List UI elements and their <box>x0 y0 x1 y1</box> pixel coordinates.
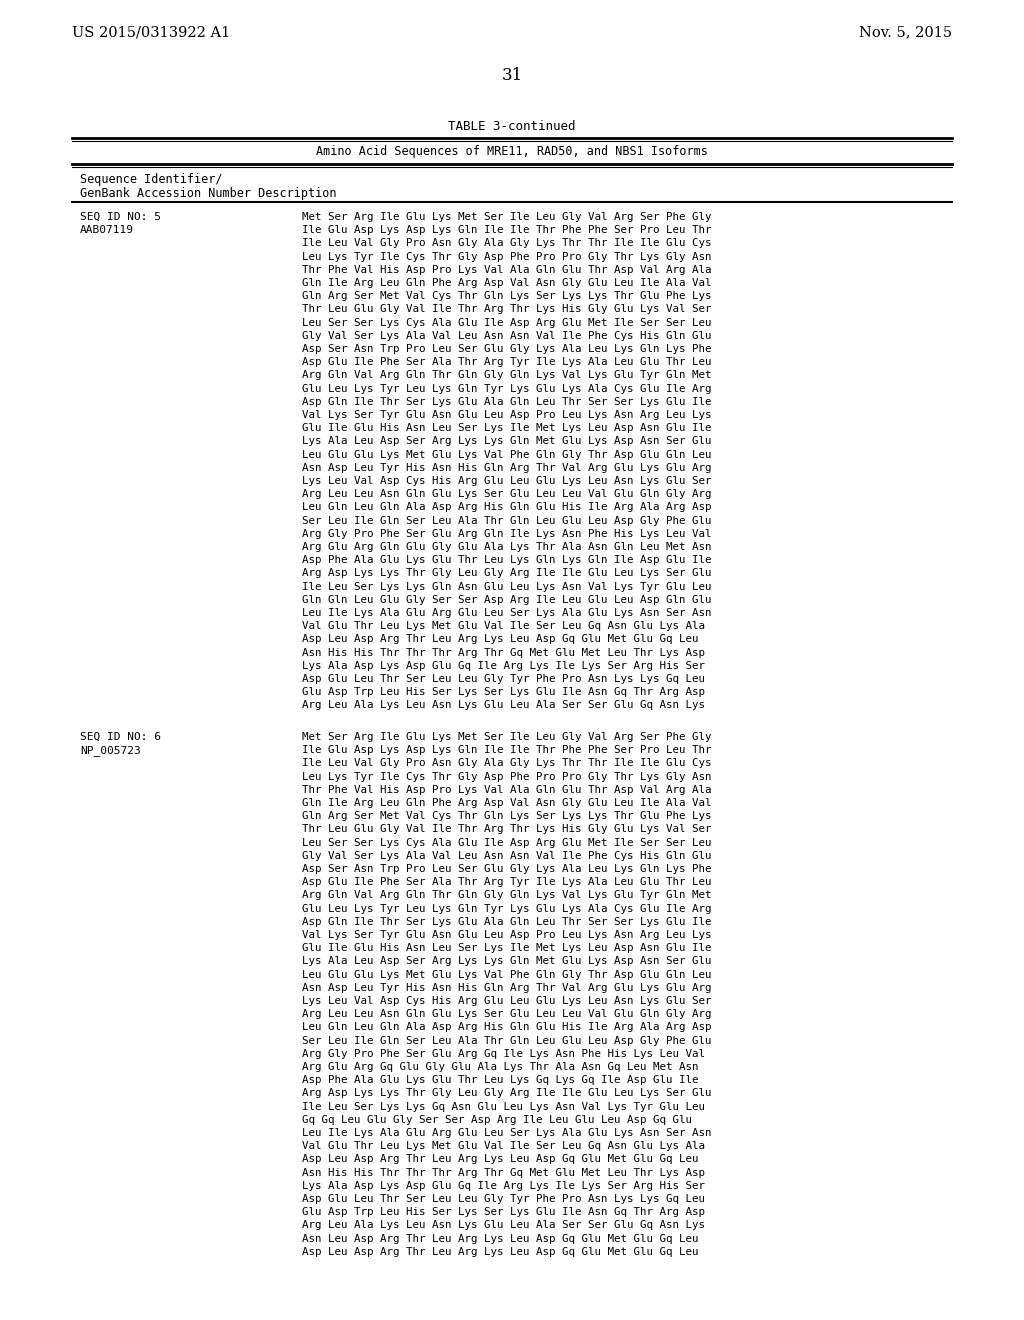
Text: Asp Gln Ile Thr Ser Lys Glu Ala Gln Leu Thr Ser Ser Lys Glu Ile: Asp Gln Ile Thr Ser Lys Glu Ala Gln Leu … <box>302 917 712 927</box>
Text: Arg Leu Leu Asn Gln Glu Lys Ser Glu Leu Leu Val Glu Gln Gly Arg: Arg Leu Leu Asn Gln Glu Lys Ser Glu Leu … <box>302 1010 712 1019</box>
Text: Gly Val Ser Lys Ala Val Leu Asn Asn Val Ile Phe Cys His Gln Glu: Gly Val Ser Lys Ala Val Leu Asn Asn Val … <box>302 851 712 861</box>
Text: Glu Leu Lys Tyr Leu Lys Gln Tyr Lys Glu Lys Ala Cys Glu Ile Arg: Glu Leu Lys Tyr Leu Lys Gln Tyr Lys Glu … <box>302 904 712 913</box>
Text: TABLE 3-continued: TABLE 3-continued <box>449 120 575 133</box>
Text: Arg Glu Arg Gq Glu Gly Glu Ala Lys Thr Ala Asn Gq Leu Met Asn: Arg Glu Arg Gq Glu Gly Glu Ala Lys Thr A… <box>302 1063 698 1072</box>
Text: Arg Leu Leu Asn Gln Glu Lys Ser Glu Leu Leu Val Glu Gln Gly Arg: Arg Leu Leu Asn Gln Glu Lys Ser Glu Leu … <box>302 490 712 499</box>
Text: Val Lys Ser Tyr Glu Asn Glu Leu Asp Pro Leu Lys Asn Arg Leu Lys: Val Lys Ser Tyr Glu Asn Glu Leu Asp Pro … <box>302 411 712 420</box>
Text: Arg Gln Val Arg Gln Thr Gln Gly Gln Lys Val Lys Glu Tyr Gln Met: Arg Gln Val Arg Gln Thr Gln Gly Gln Lys … <box>302 371 712 380</box>
Text: Gln Arg Ser Met Val Cys Thr Gln Lys Ser Lys Lys Thr Glu Phe Lys: Gln Arg Ser Met Val Cys Thr Gln Lys Ser … <box>302 292 712 301</box>
Text: GenBank Accession Number Description: GenBank Accession Number Description <box>80 187 337 201</box>
Text: Thr Phe Val His Asp Pro Lys Val Ala Gln Glu Thr Asp Val Arg Ala: Thr Phe Val His Asp Pro Lys Val Ala Gln … <box>302 265 712 275</box>
Text: Arg Gly Pro Phe Ser Glu Arg Gq Ile Lys Asn Phe His Lys Leu Val: Arg Gly Pro Phe Ser Glu Arg Gq Ile Lys A… <box>302 1049 705 1059</box>
Text: Gln Ile Arg Leu Gln Phe Arg Asp Val Asn Gly Glu Leu Ile Ala Val: Gln Ile Arg Leu Gln Phe Arg Asp Val Asn … <box>302 279 712 288</box>
Text: Val Glu Thr Leu Lys Met Glu Val Ile Ser Leu Gq Asn Glu Lys Ala: Val Glu Thr Leu Lys Met Glu Val Ile Ser … <box>302 1142 705 1151</box>
Text: Glu Asp Trp Leu His Ser Lys Ser Lys Glu Ile Asn Gq Thr Arg Asp: Glu Asp Trp Leu His Ser Lys Ser Lys Glu … <box>302 688 705 697</box>
Text: Asp Ser Asn Trp Pro Leu Ser Glu Gly Lys Ala Leu Lys Gln Lys Phe: Asp Ser Asn Trp Pro Leu Ser Glu Gly Lys … <box>302 345 712 354</box>
Text: Thr Phe Val His Asp Pro Lys Val Ala Gln Glu Thr Asp Val Arg Ala: Thr Phe Val His Asp Pro Lys Val Ala Gln … <box>302 785 712 795</box>
Text: Arg Glu Arg Gln Glu Gly Glu Ala Lys Thr Ala Asn Gln Leu Met Asn: Arg Glu Arg Gln Glu Gly Glu Ala Lys Thr … <box>302 543 712 552</box>
Text: Asp Phe Ala Glu Lys Glu Thr Leu Lys Gq Lys Gq Ile Asp Glu Ile: Asp Phe Ala Glu Lys Glu Thr Leu Lys Gq L… <box>302 1076 698 1085</box>
Text: Amino Acid Sequences of MRE11, RAD50, and NBS1 Isoforms: Amino Acid Sequences of MRE11, RAD50, an… <box>316 145 708 158</box>
Text: Thr Leu Glu Gly Val Ile Thr Arg Thr Lys His Gly Glu Lys Val Ser: Thr Leu Glu Gly Val Ile Thr Arg Thr Lys … <box>302 825 712 834</box>
Text: Glu Ile Glu His Asn Leu Ser Lys Ile Met Lys Leu Asp Asn Glu Ile: Glu Ile Glu His Asn Leu Ser Lys Ile Met … <box>302 424 712 433</box>
Text: Arg Asp Lys Lys Thr Gly Leu Gly Arg Ile Ile Glu Leu Lys Ser Glu: Arg Asp Lys Lys Thr Gly Leu Gly Arg Ile … <box>302 1089 712 1098</box>
Text: Asp Leu Asp Arg Thr Leu Arg Lys Leu Asp Gq Glu Met Glu Gq Leu: Asp Leu Asp Arg Thr Leu Arg Lys Leu Asp … <box>302 1247 698 1257</box>
Text: Asp Gln Ile Thr Ser Lys Glu Ala Gln Leu Thr Ser Ser Lys Glu Ile: Asp Gln Ile Thr Ser Lys Glu Ala Gln Leu … <box>302 397 712 407</box>
Text: Lys Ala Leu Asp Ser Arg Lys Lys Gln Met Glu Lys Asp Asn Ser Glu: Lys Ala Leu Asp Ser Arg Lys Lys Gln Met … <box>302 437 712 446</box>
Text: Arg Gln Val Arg Gln Thr Gln Gly Gln Lys Val Lys Glu Tyr Gln Met: Arg Gln Val Arg Gln Thr Gln Gly Gln Lys … <box>302 891 712 900</box>
Text: Leu Glu Glu Lys Met Glu Lys Val Phe Gln Gly Thr Asp Glu Gln Leu: Leu Glu Glu Lys Met Glu Lys Val Phe Gln … <box>302 970 712 979</box>
Text: Asn His His Thr Thr Thr Arg Thr Gq Met Glu Met Leu Thr Lys Asp: Asn His His Thr Thr Thr Arg Thr Gq Met G… <box>302 1168 705 1177</box>
Text: Asn Asp Leu Tyr His Asn His Gln Arg Thr Val Arg Glu Lys Glu Arg: Asn Asp Leu Tyr His Asn His Gln Arg Thr … <box>302 463 712 473</box>
Text: Met Ser Arg Ile Glu Lys Met Ser Ile Leu Gly Val Arg Ser Phe Gly: Met Ser Arg Ile Glu Lys Met Ser Ile Leu … <box>302 213 712 222</box>
Text: Asp Glu Leu Thr Ser Leu Leu Gly Tyr Phe Pro Asn Lys Lys Gq Leu: Asp Glu Leu Thr Ser Leu Leu Gly Tyr Phe … <box>302 675 705 684</box>
Text: Leu Ile Lys Ala Glu Arg Glu Leu Ser Lys Ala Glu Lys Asn Ser Asn: Leu Ile Lys Ala Glu Arg Glu Leu Ser Lys … <box>302 609 712 618</box>
Text: Leu Ile Lys Ala Glu Arg Glu Leu Ser Lys Ala Glu Lys Asn Ser Asn: Leu Ile Lys Ala Glu Arg Glu Leu Ser Lys … <box>302 1129 712 1138</box>
Text: Gln Ile Arg Leu Gln Phe Arg Asp Val Asn Gly Glu Leu Ile Ala Val: Gln Ile Arg Leu Gln Phe Arg Asp Val Asn … <box>302 799 712 808</box>
Text: NP_005723: NP_005723 <box>80 746 140 756</box>
Text: AAB07119: AAB07119 <box>80 226 134 235</box>
Text: Asp Leu Asp Arg Thr Leu Arg Lys Leu Asp Gq Glu Met Glu Gq Leu: Asp Leu Asp Arg Thr Leu Arg Lys Leu Asp … <box>302 1155 698 1164</box>
Text: 31: 31 <box>502 67 522 84</box>
Text: Asp Glu Ile Phe Ser Ala Thr Arg Tyr Ile Lys Ala Leu Glu Thr Leu: Asp Glu Ile Phe Ser Ala Thr Arg Tyr Ile … <box>302 878 712 887</box>
Text: Leu Gln Leu Gln Ala Asp Arg His Gln Glu His Ile Arg Ala Arg Asp: Leu Gln Leu Gln Ala Asp Arg His Gln Glu … <box>302 503 712 512</box>
Text: Gln Gln Leu Glu Gly Ser Ser Asp Arg Ile Leu Glu Leu Asp Gln Glu: Gln Gln Leu Glu Gly Ser Ser Asp Arg Ile … <box>302 595 712 605</box>
Text: Asp Phe Ala Glu Lys Glu Thr Leu Lys Gln Lys Gln Ile Asp Glu Ile: Asp Phe Ala Glu Lys Glu Thr Leu Lys Gln … <box>302 556 712 565</box>
Text: Arg Asp Lys Lys Thr Gly Leu Gly Arg Ile Ile Glu Leu Lys Ser Glu: Arg Asp Lys Lys Thr Gly Leu Gly Arg Ile … <box>302 569 712 578</box>
Text: Glu Ile Glu His Asn Leu Ser Lys Ile Met Lys Leu Asp Asn Glu Ile: Glu Ile Glu His Asn Leu Ser Lys Ile Met … <box>302 944 712 953</box>
Text: SEQ ID NO: 5: SEQ ID NO: 5 <box>80 213 161 222</box>
Text: Lys Ala Asp Lys Asp Glu Gq Ile Arg Lys Ile Lys Ser Arg His Ser: Lys Ala Asp Lys Asp Glu Gq Ile Arg Lys I… <box>302 661 705 671</box>
Text: Lys Ala Asp Lys Asp Glu Gq Ile Arg Lys Ile Lys Ser Arg His Ser: Lys Ala Asp Lys Asp Glu Gq Ile Arg Lys I… <box>302 1181 705 1191</box>
Text: Leu Ser Ser Lys Cys Ala Glu Ile Asp Arg Glu Met Ile Ser Ser Leu: Leu Ser Ser Lys Cys Ala Glu Ile Asp Arg … <box>302 838 712 847</box>
Text: Gln Arg Ser Met Val Cys Thr Gln Lys Ser Lys Lys Thr Glu Phe Lys: Gln Arg Ser Met Val Cys Thr Gln Lys Ser … <box>302 812 712 821</box>
Text: Asn Asp Leu Tyr His Asn His Gln Arg Thr Val Arg Glu Lys Glu Arg: Asn Asp Leu Tyr His Asn His Gln Arg Thr … <box>302 983 712 993</box>
Text: Leu Glu Glu Lys Met Glu Lys Val Phe Gln Gly Thr Asp Glu Gln Leu: Leu Glu Glu Lys Met Glu Lys Val Phe Gln … <box>302 450 712 459</box>
Text: Glu Asp Trp Leu His Ser Lys Ser Lys Glu Ile Asn Gq Thr Arg Asp: Glu Asp Trp Leu His Ser Lys Ser Lys Glu … <box>302 1208 705 1217</box>
Text: Lys Leu Val Asp Cys His Arg Glu Leu Glu Lys Leu Asn Lys Glu Ser: Lys Leu Val Asp Cys His Arg Glu Leu Glu … <box>302 997 712 1006</box>
Text: Ser Leu Ile Gln Ser Leu Ala Thr Gln Leu Glu Leu Asp Gly Phe Glu: Ser Leu Ile Gln Ser Leu Ala Thr Gln Leu … <box>302 516 712 525</box>
Text: Gq Gq Leu Glu Gly Ser Ser Asp Arg Ile Leu Glu Leu Asp Gq Glu: Gq Gq Leu Glu Gly Ser Ser Asp Arg Ile Le… <box>302 1115 692 1125</box>
Text: Arg Leu Ala Lys Leu Asn Lys Glu Leu Ala Ser Ser Glu Gq Asn Lys: Arg Leu Ala Lys Leu Asn Lys Glu Leu Ala … <box>302 1221 705 1230</box>
Text: SEQ ID NO: 6: SEQ ID NO: 6 <box>80 733 161 742</box>
Text: Arg Leu Ala Lys Leu Asn Lys Glu Leu Ala Ser Ser Glu Gq Asn Lys: Arg Leu Ala Lys Leu Asn Lys Glu Leu Ala … <box>302 701 705 710</box>
Text: Asp Glu Leu Thr Ser Leu Leu Gly Tyr Phe Pro Asn Lys Lys Gq Leu: Asp Glu Leu Thr Ser Leu Leu Gly Tyr Phe … <box>302 1195 705 1204</box>
Text: Ile Glu Asp Lys Asp Lys Gln Ile Ile Thr Phe Phe Ser Pro Leu Thr: Ile Glu Asp Lys Asp Lys Gln Ile Ile Thr … <box>302 746 712 755</box>
Text: Nov. 5, 2015: Nov. 5, 2015 <box>859 25 952 40</box>
Text: Arg Gly Pro Phe Ser Glu Arg Gln Ile Lys Asn Phe His Lys Leu Val: Arg Gly Pro Phe Ser Glu Arg Gln Ile Lys … <box>302 529 712 539</box>
Text: Gly Val Ser Lys Ala Val Leu Asn Asn Val Ile Phe Cys His Gln Glu: Gly Val Ser Lys Ala Val Leu Asn Asn Val … <box>302 331 712 341</box>
Text: US 2015/0313922 A1: US 2015/0313922 A1 <box>72 25 230 40</box>
Text: Lys Leu Val Asp Cys His Arg Glu Leu Glu Lys Leu Asn Lys Glu Ser: Lys Leu Val Asp Cys His Arg Glu Leu Glu … <box>302 477 712 486</box>
Text: Asn Leu Asp Arg Thr Leu Arg Lys Leu Asp Gq Glu Met Glu Gq Leu: Asn Leu Asp Arg Thr Leu Arg Lys Leu Asp … <box>302 1234 698 1243</box>
Text: Asp Glu Ile Phe Ser Ala Thr Arg Tyr Ile Lys Ala Leu Glu Thr Leu: Asp Glu Ile Phe Ser Ala Thr Arg Tyr Ile … <box>302 358 712 367</box>
Text: Ile Leu Ser Lys Lys Gq Asn Glu Leu Lys Asn Val Lys Tyr Glu Leu: Ile Leu Ser Lys Lys Gq Asn Glu Leu Lys A… <box>302 1102 705 1111</box>
Text: Ile Leu Ser Lys Lys Gln Asn Glu Leu Lys Asn Val Lys Tyr Glu Leu: Ile Leu Ser Lys Lys Gln Asn Glu Leu Lys … <box>302 582 712 591</box>
Text: Lys Ala Leu Asp Ser Arg Lys Lys Gln Met Glu Lys Asp Asn Ser Glu: Lys Ala Leu Asp Ser Arg Lys Lys Gln Met … <box>302 957 712 966</box>
Text: Thr Leu Glu Gly Val Ile Thr Arg Thr Lys His Gly Glu Lys Val Ser: Thr Leu Glu Gly Val Ile Thr Arg Thr Lys … <box>302 305 712 314</box>
Text: Sequence Identifier/: Sequence Identifier/ <box>80 173 222 186</box>
Text: Asp Ser Asn Trp Pro Leu Ser Glu Gly Lys Ala Leu Lys Gln Lys Phe: Asp Ser Asn Trp Pro Leu Ser Glu Gly Lys … <box>302 865 712 874</box>
Text: Leu Ser Ser Lys Cys Ala Glu Ile Asp Arg Glu Met Ile Ser Ser Leu: Leu Ser Ser Lys Cys Ala Glu Ile Asp Arg … <box>302 318 712 327</box>
Text: Asp Leu Asp Arg Thr Leu Arg Lys Leu Asp Gq Glu Met Glu Gq Leu: Asp Leu Asp Arg Thr Leu Arg Lys Leu Asp … <box>302 635 698 644</box>
Text: Leu Lys Tyr Ile Cys Thr Gly Asp Phe Pro Pro Gly Thr Lys Gly Asn: Leu Lys Tyr Ile Cys Thr Gly Asp Phe Pro … <box>302 252 712 261</box>
Text: Met Ser Arg Ile Glu Lys Met Ser Ile Leu Gly Val Arg Ser Phe Gly: Met Ser Arg Ile Glu Lys Met Ser Ile Leu … <box>302 733 712 742</box>
Text: Ile Glu Asp Lys Asp Lys Gln Ile Ile Thr Phe Phe Ser Pro Leu Thr: Ile Glu Asp Lys Asp Lys Gln Ile Ile Thr … <box>302 226 712 235</box>
Text: Leu Gln Leu Gln Ala Asp Arg His Gln Glu His Ile Arg Ala Arg Asp: Leu Gln Leu Gln Ala Asp Arg His Gln Glu … <box>302 1023 712 1032</box>
Text: Ile Leu Val Gly Pro Asn Gly Ala Gly Lys Thr Thr Ile Ile Glu Cys: Ile Leu Val Gly Pro Asn Gly Ala Gly Lys … <box>302 239 712 248</box>
Text: Val Lys Ser Tyr Glu Asn Glu Leu Asp Pro Leu Lys Asn Arg Leu Lys: Val Lys Ser Tyr Glu Asn Glu Leu Asp Pro … <box>302 931 712 940</box>
Text: Glu Leu Lys Tyr Leu Lys Gln Tyr Lys Glu Lys Ala Cys Glu Ile Arg: Glu Leu Lys Tyr Leu Lys Gln Tyr Lys Glu … <box>302 384 712 393</box>
Text: Val Glu Thr Leu Lys Met Glu Val Ile Ser Leu Gq Asn Glu Lys Ala: Val Glu Thr Leu Lys Met Glu Val Ile Ser … <box>302 622 705 631</box>
Text: Ile Leu Val Gly Pro Asn Gly Ala Gly Lys Thr Thr Ile Ile Glu Cys: Ile Leu Val Gly Pro Asn Gly Ala Gly Lys … <box>302 759 712 768</box>
Text: Leu Lys Tyr Ile Cys Thr Gly Asp Phe Pro Pro Gly Thr Lys Gly Asn: Leu Lys Tyr Ile Cys Thr Gly Asp Phe Pro … <box>302 772 712 781</box>
Text: Ser Leu Ile Gln Ser Leu Ala Thr Gln Leu Glu Leu Asp Gly Phe Glu: Ser Leu Ile Gln Ser Leu Ala Thr Gln Leu … <box>302 1036 712 1045</box>
Text: Asn His His Thr Thr Thr Arg Thr Gq Met Glu Met Leu Thr Lys Asp: Asn His His Thr Thr Thr Arg Thr Gq Met G… <box>302 648 705 657</box>
